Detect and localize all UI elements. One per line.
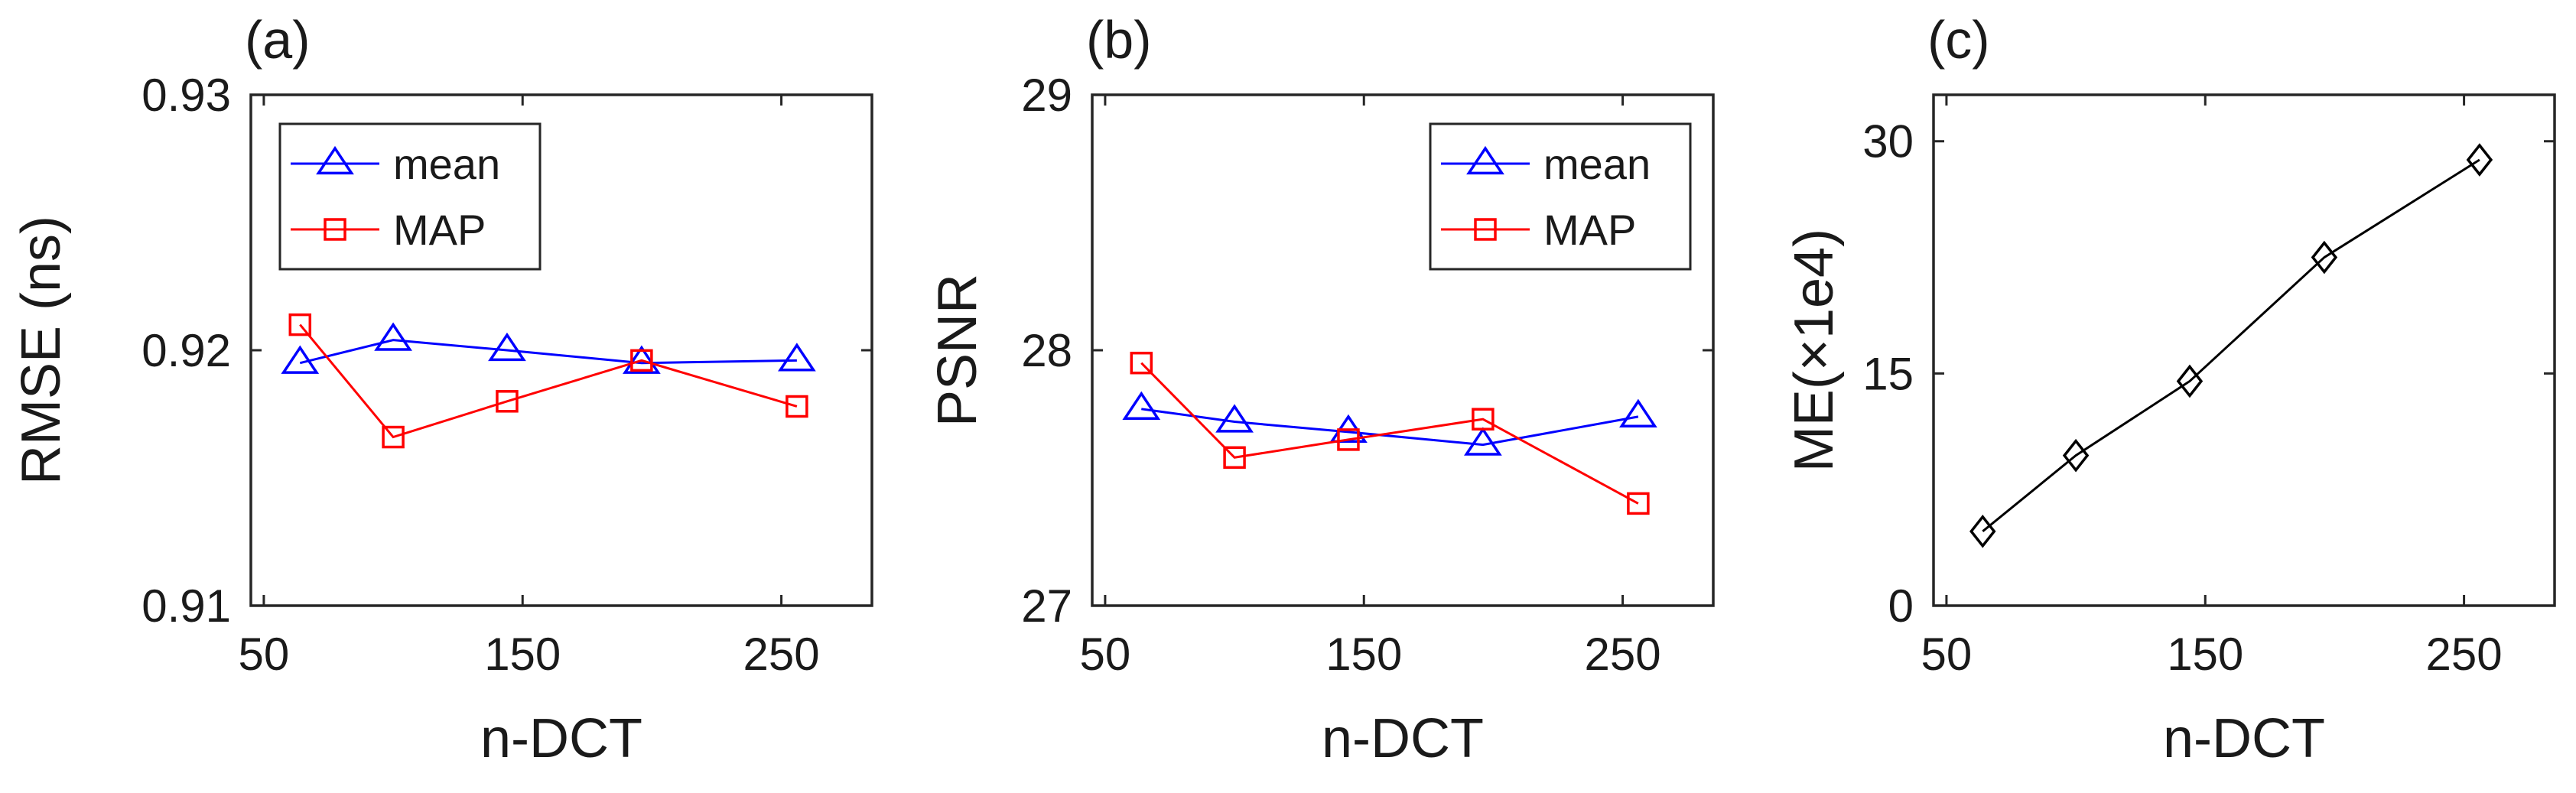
x-tick-label: 50	[1921, 629, 1973, 680]
y-axis-label: ME(×1e4)	[1784, 229, 1845, 472]
y-tick-label: 29	[1021, 70, 1072, 121]
data-point	[1122, 391, 1161, 420]
x-tick-label: 250	[743, 629, 820, 680]
panel-label: (a)	[245, 10, 311, 70]
x-tick-label: 250	[1585, 629, 1661, 680]
legend-swatch-marker	[1474, 218, 1497, 241]
data-point	[785, 395, 808, 418]
data-point	[1215, 404, 1254, 433]
data-point	[1472, 408, 1495, 431]
legend-swatch-marker	[316, 145, 354, 175]
data-point	[1619, 398, 1657, 427]
legend-box	[1429, 122, 1692, 271]
data-point	[623, 345, 661, 374]
data-point	[2466, 143, 2493, 177]
data-point	[1627, 492, 1650, 515]
data-point	[2311, 240, 2338, 275]
x-tick-label: 50	[1080, 629, 1131, 680]
data-point	[778, 343, 816, 372]
series-map	[1130, 351, 1650, 515]
x-tick-label: 150	[484, 629, 561, 680]
data-point	[1223, 446, 1246, 470]
series-line	[1141, 408, 1639, 447]
series-mean	[281, 322, 816, 374]
y-tick-label: 0.91	[141, 580, 231, 632]
legend-box	[278, 122, 542, 271]
y-tick-label: 28	[1021, 325, 1072, 376]
legend-entry-label: MAP	[393, 206, 486, 254]
chart-panel-1: 50 150 250 0.91 0.92 0.93 n-DCT RMSE (ns) (a) mea…	[11, 10, 873, 769]
chart-panel-3: 50 150 250 0 15 30 n-DCT ME(×1e4) (c)	[1784, 10, 2556, 769]
y-tick-label: 0.93	[141, 70, 231, 121]
data-point	[281, 345, 320, 374]
legend-entry-label: mean	[1543, 140, 1651, 188]
data-point	[1130, 351, 1153, 375]
legend: mean MAP	[278, 122, 542, 271]
series-map	[288, 313, 808, 449]
legend-entry-label: mean	[393, 140, 500, 188]
y-tick-label: 0.92	[141, 325, 231, 376]
data-point	[1969, 515, 1996, 548]
series-line	[1982, 158, 2480, 532]
y-tick-label: 27	[1021, 580, 1072, 632]
legend-entry-label: MAP	[1543, 206, 1636, 254]
data-point	[2176, 364, 2204, 398]
data-point	[374, 322, 412, 351]
x-tick-label: 250	[2426, 629, 2503, 680]
x-tick-label: 50	[239, 629, 290, 680]
y-axis-label: PSNR	[927, 274, 988, 427]
x-tick-label: 150	[1325, 629, 1402, 680]
series-line	[299, 323, 798, 439]
data-point	[630, 349, 653, 372]
legend-swatch-marker	[1466, 145, 1504, 175]
panel-label: (c)	[1927, 10, 1990, 70]
y-tick-label: 0	[1888, 580, 1914, 632]
data-point	[488, 332, 526, 362]
plot-area	[1932, 93, 2556, 607]
data-point	[382, 425, 405, 449]
data-point	[2062, 438, 2090, 473]
data-point	[1464, 427, 1502, 456]
y-tick-label: 30	[1862, 116, 1914, 167]
data-point	[1337, 428, 1360, 451]
x-axis-label: n-DCT	[2163, 708, 2325, 769]
panel-label: (b)	[1086, 10, 1152, 70]
chart-panel-2: 50 150 250 27 28 29 n-DCT PSNR (b) mean MAP	[927, 10, 1715, 769]
series-me	[1969, 143, 2493, 548]
data-point	[496, 390, 519, 413]
legend-swatch-marker	[324, 218, 346, 241]
legend: mean MAP	[1429, 122, 1692, 271]
y-tick-label: 15	[1862, 348, 1914, 399]
series-line	[1140, 362, 1639, 505]
data-point	[288, 313, 312, 336]
series-line	[299, 339, 797, 365]
x-axis-label: n-DCT	[480, 708, 642, 769]
y-axis-label: RMSE (ns)	[11, 216, 72, 485]
x-tick-label: 150	[2167, 629, 2243, 680]
x-axis-label: n-DCT	[1322, 708, 1484, 769]
